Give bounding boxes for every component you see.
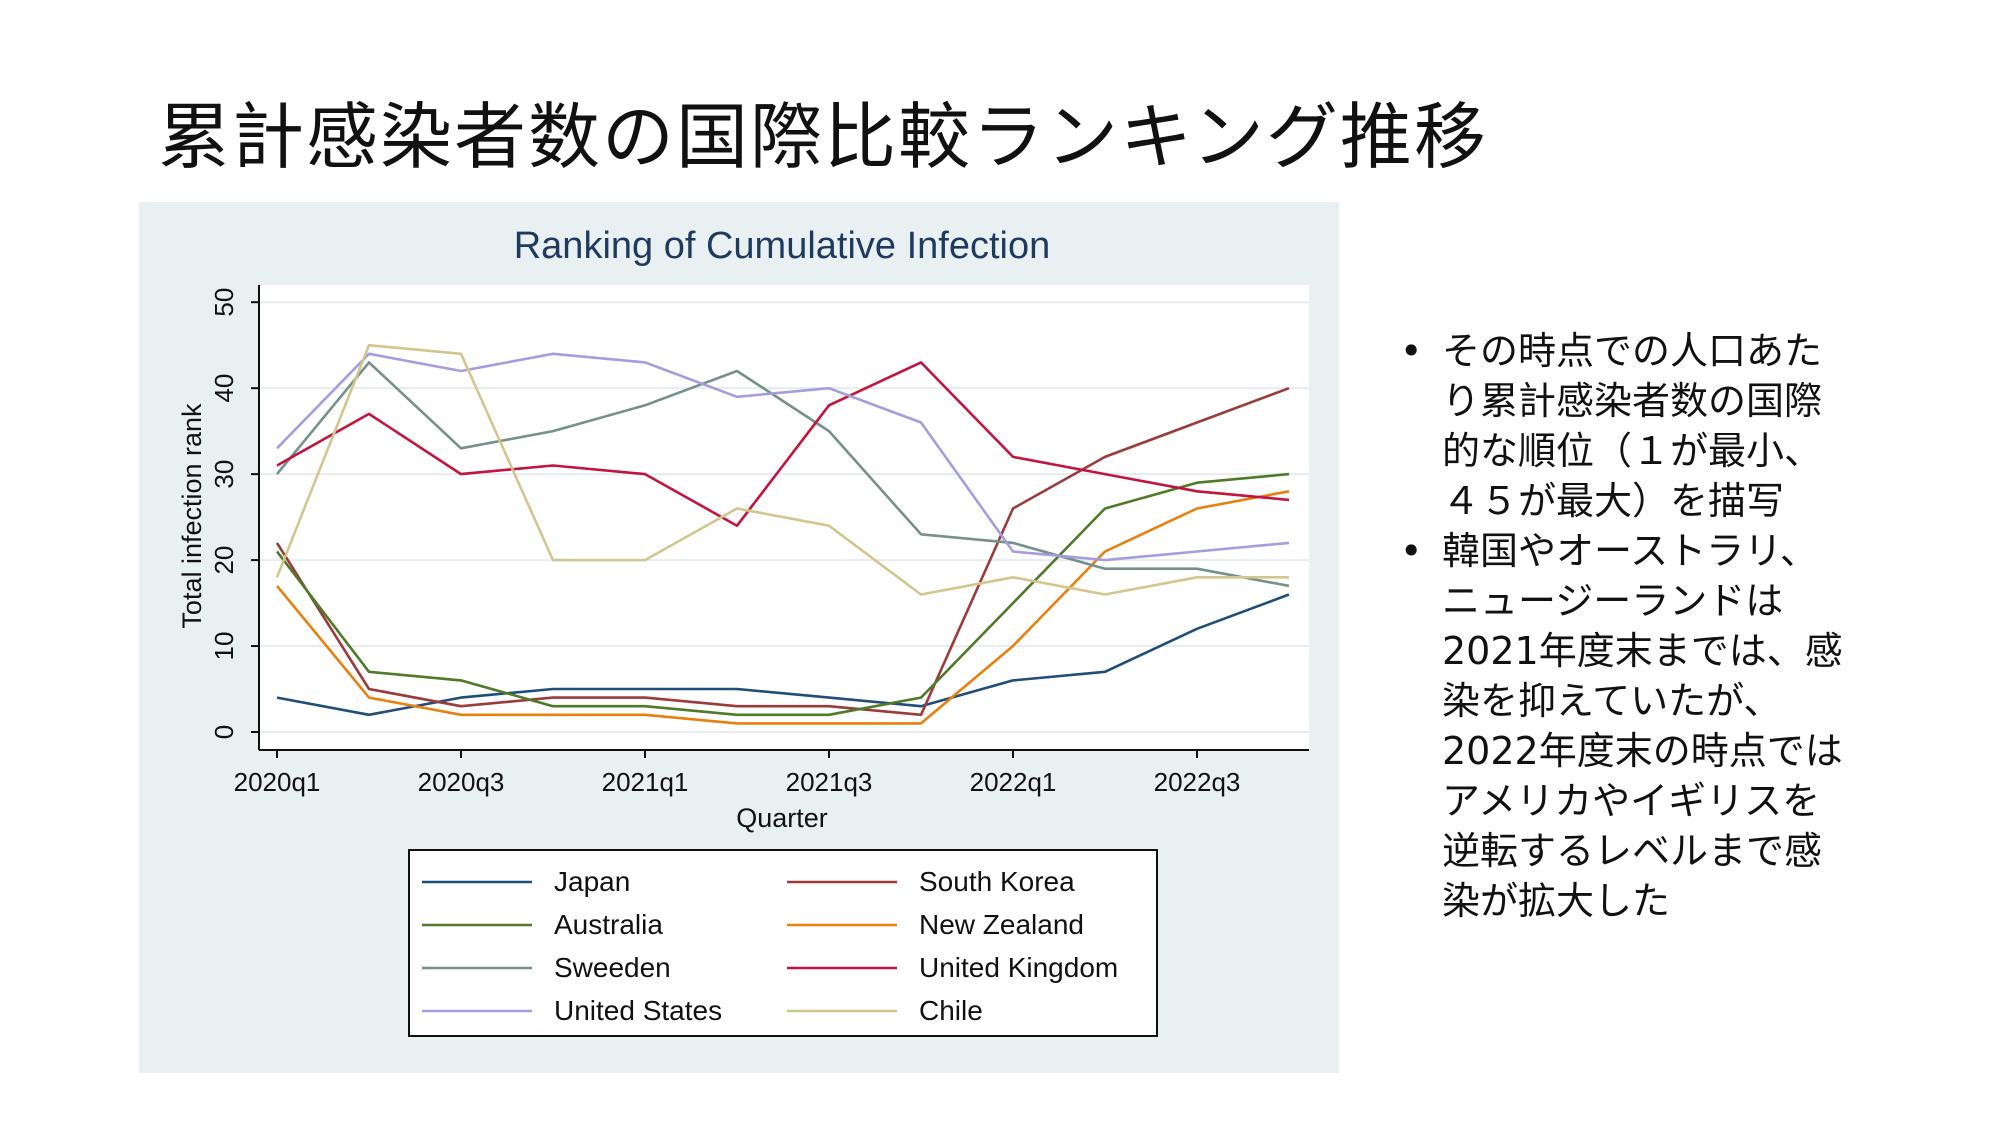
y-tick-label: 0 — [209, 725, 239, 739]
y-tick-label: 10 — [209, 632, 239, 661]
gridlines — [259, 301, 1309, 733]
x-tick-label: 2022q1 — [970, 767, 1057, 797]
bullet-item: • その時点での人口あた り累計感染者数の国際 的な順位（１が最小、 ４５が最大… — [1400, 326, 1980, 526]
series-line-sweeden — [275, 361, 1290, 588]
series-line-japan — [276, 593, 1290, 717]
series-line-united-states — [276, 352, 1290, 562]
legend-label: United States — [554, 995, 722, 1026]
bullet-dot: • — [1400, 329, 1423, 373]
series-line-australia — [275, 472, 1290, 717]
y-tick-label: 40 — [209, 374, 239, 403]
axes: 0 10 20 30 40 50 2020q1 2020q3 2021q1 2021q3 2022q… — [209, 285, 1309, 797]
legend-label: United Kingdom — [919, 952, 1118, 983]
series-line-united-kingdom — [276, 361, 1290, 528]
y-tick-label: 30 — [209, 460, 239, 489]
series-line-chile — [275, 343, 1289, 596]
x-tick-label: 2022q3 — [1154, 767, 1241, 797]
x-tick-label: 2020q3 — [418, 767, 505, 797]
bullet-text: 韓国やオーストラリ、 ニュージーランドは 2021年度末までは、感 染を抑えてい… — [1442, 529, 1843, 923]
legend: Japan South Korea Australia New Zealand Swee… — [408, 849, 1158, 1037]
slide-title: 累計感染者数の国際比較ランキング推移 — [158, 95, 1488, 179]
series-line-south-korea — [275, 386, 1290, 717]
chart-title: Ranking of Cumulative Infection — [514, 225, 1051, 267]
legend-box — [408, 849, 1158, 1037]
series-line-new-zealand — [275, 490, 1290, 725]
legend-label: Chile — [919, 995, 983, 1026]
y-tick-label: 50 — [209, 288, 239, 317]
series-lines — [275, 343, 1290, 725]
y-tick-label: 20 — [209, 546, 239, 575]
legend-label: Japan — [554, 866, 630, 897]
x-tick-label: 2021q1 — [602, 767, 689, 797]
legend-label: Sweeden — [554, 952, 671, 983]
bullet-text: その時点での人口あた り累計感染者数の国際 的な順位（１が最小、 ４５が最大）を… — [1442, 329, 1823, 523]
line-chart: Ranking of Cumulative Infection 0 10 20 30 4… — [177, 225, 1309, 1037]
legend-label: Australia — [554, 909, 663, 940]
x-axis-label: Quarter — [736, 803, 828, 833]
y-axis-label: Total infection rank — [177, 403, 207, 629]
x-tick-label: 2021q3 — [786, 767, 873, 797]
legend-label: South Korea — [919, 866, 1075, 897]
bullet-item: • 韓国やオーストラリ、 ニュージーランドは 2021年度末までは、感 染を抑え… — [1400, 526, 1980, 926]
bullet-dot: • — [1400, 529, 1423, 573]
legend-label: New Zealand — [919, 909, 1084, 940]
x-tick-label: 2020q1 — [234, 767, 321, 797]
chart-panel: Ranking of Cumulative Infection 0 10 20 30 4… — [139, 202, 1339, 1073]
bullet-list: • その時点での人口あた り累計感染者数の国際 的な順位（１が最小、 ４５が最大… — [1400, 326, 1980, 926]
